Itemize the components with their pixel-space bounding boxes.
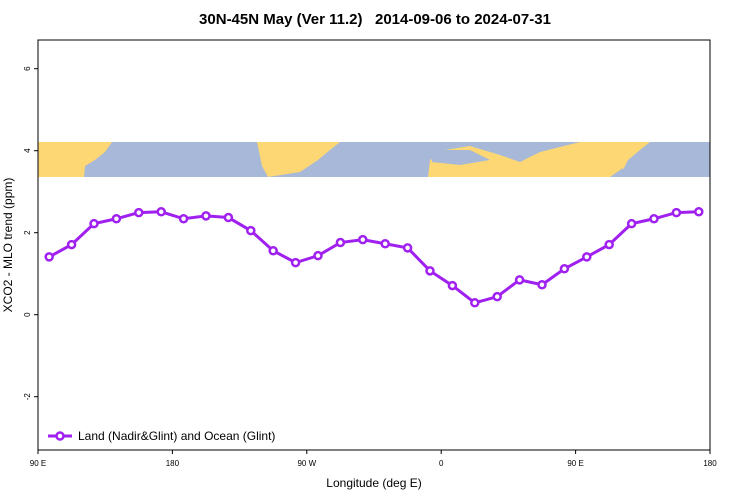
x-tick-label: 90 E — [567, 459, 583, 468]
data-point — [358, 234, 368, 245]
data-point — [178, 214, 189, 224]
x-tick-label: 90 W — [297, 459, 316, 468]
data-point — [671, 207, 682, 218]
data-point — [582, 252, 592, 262]
y-tick-label: 2 — [23, 230, 32, 235]
data-point — [44, 252, 54, 262]
data-point — [514, 275, 525, 285]
data-point — [223, 212, 234, 223]
data-point — [313, 250, 323, 261]
legend-marker — [55, 431, 65, 441]
x-axis-label: Longitude (deg E) — [326, 476, 421, 490]
map-band — [38, 142, 710, 177]
data-point — [470, 298, 480, 308]
data-point — [425, 266, 435, 276]
data-point — [694, 207, 704, 217]
chart-title: 30N-45N May (Ver 11.2) 2014-09-06 to 202… — [199, 11, 551, 28]
legend-label: Land (Nadir&Glint) and Ocean (Glint) — [78, 429, 275, 443]
data-point — [380, 239, 390, 249]
data-point — [66, 239, 77, 250]
x-tick-label: 180 — [703, 459, 717, 468]
data-point — [537, 280, 547, 290]
data-point — [402, 243, 413, 253]
x-tick-label: 90 E — [30, 459, 46, 468]
data-point — [156, 207, 166, 217]
y-tick-label: 4 — [23, 148, 32, 153]
data-point — [134, 207, 144, 218]
data-point — [447, 280, 458, 291]
plot-frame — [37, 39, 711, 451]
y-tick-label: 0 — [23, 312, 32, 317]
data-point — [626, 218, 637, 229]
data-point — [335, 237, 346, 248]
data-point — [492, 291, 502, 302]
y-tick-label: -2 — [23, 393, 32, 401]
y-tick-label: 6 — [23, 66, 32, 71]
x-tick-label: 180 — [166, 459, 180, 468]
data-point — [268, 245, 278, 256]
data-point — [111, 214, 122, 224]
data-point — [604, 239, 614, 250]
data-point — [290, 257, 301, 268]
data-point — [649, 214, 659, 224]
y-axis-label: XCO2 - MLO trend (ppm) — [1, 178, 15, 313]
data-point — [246, 225, 256, 236]
data-point — [89, 218, 99, 229]
data-point — [559, 264, 570, 274]
series-line — [48, 210, 699, 305]
x-tick-label: 0 — [439, 459, 444, 468]
data-point — [201, 211, 211, 221]
